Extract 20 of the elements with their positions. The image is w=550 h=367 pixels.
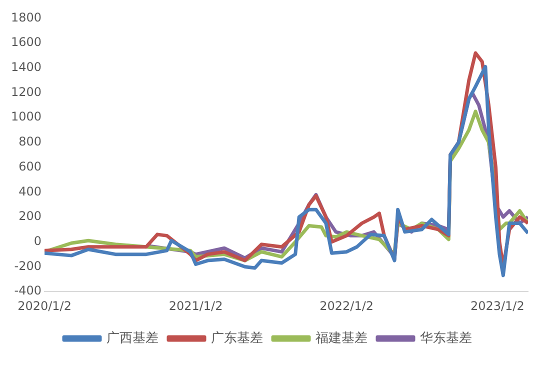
- legend-label: 福建基差: [316, 330, 368, 346]
- y-tick-label: 0: [34, 234, 42, 248]
- legend-label: 广东基差: [211, 330, 263, 346]
- y-tick-label: 1600: [10, 35, 42, 50]
- y-tick-label: -200: [14, 258, 42, 273]
- y-tick-label: 1800: [10, 10, 42, 24]
- y-tick-label: 1400: [10, 60, 42, 74]
- legend-label: 广西基差: [106, 330, 158, 346]
- x-tick-label: 2021/1/2: [168, 298, 223, 313]
- y-tick-label: 600: [18, 159, 42, 174]
- y-tick-label: 1000: [10, 110, 42, 124]
- x-tick-label: 2022/1/2: [320, 298, 374, 313]
- x-tick-label: 2020/1/2: [18, 298, 72, 313]
- legend-label: 华东基差: [420, 330, 472, 346]
- y-tick-label: 800: [18, 134, 42, 149]
- y-tick-label: -400: [14, 284, 42, 298]
- y-tick-label: 1200: [10, 84, 42, 99]
- x-tick-label: 2023/1/2: [470, 298, 524, 313]
- y-tick-label: 400: [18, 184, 42, 198]
- y-tick-label: 200: [18, 209, 42, 224]
